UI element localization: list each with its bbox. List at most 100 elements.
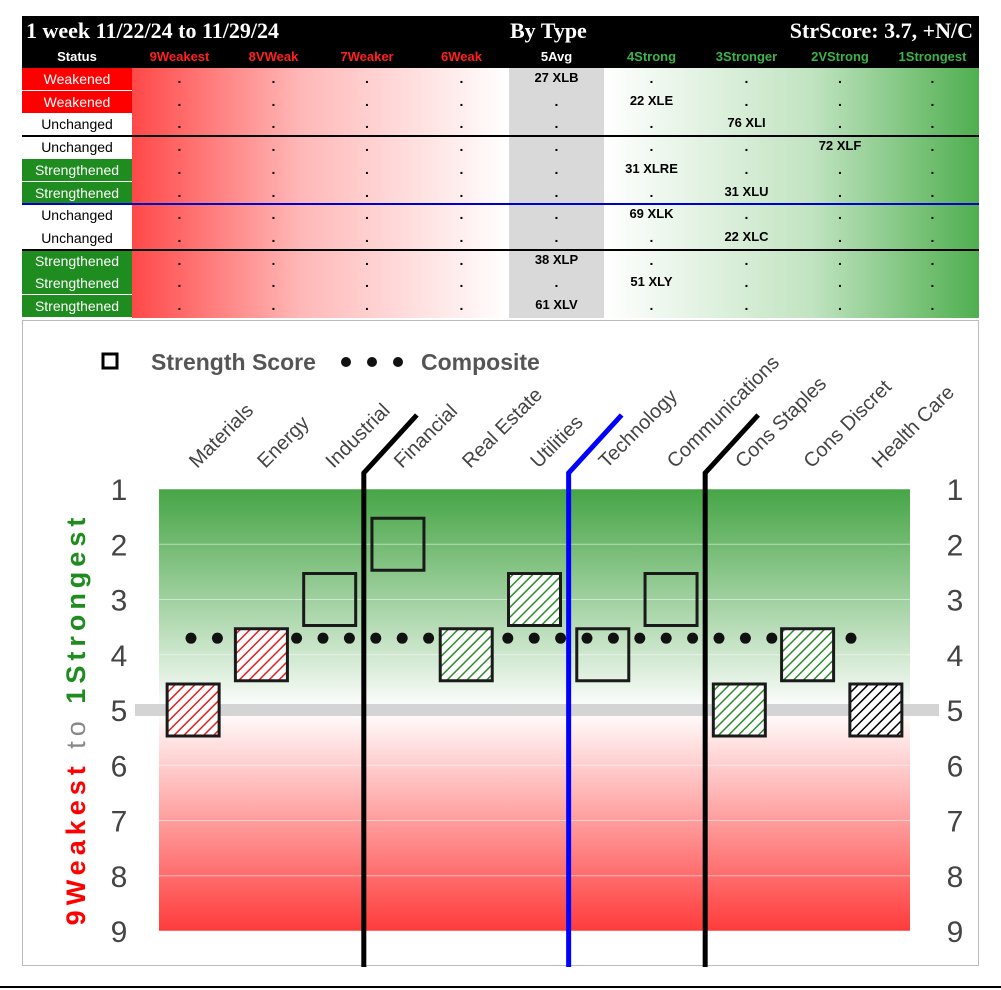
table-row-dot: . [459,92,464,109]
period-label: 1 week 11/22/24 to 11/29/24 [26,18,279,43]
table-row-dot: . [177,138,182,155]
strength-square [302,572,358,627]
table-row-dot: . [365,274,369,291]
table-header-col: 8VWeak [248,49,299,64]
table-row-dot: . [930,228,935,245]
table-group-separator [22,248,979,251]
table-header-col: 1Strongest [898,49,967,64]
table-row-ticker: 38 XLP [534,251,579,267]
table-strong-gradient [604,46,979,318]
bottom-rule [0,986,1001,988]
strength-square [233,627,289,683]
table-row-dot: . [554,92,559,109]
table-row-dot: . [365,206,369,223]
table-row-dot: . [365,70,369,86]
table-row-dot: . [554,138,559,155]
strength-square [507,572,562,627]
strength-square [165,682,221,738]
divider-line [566,413,624,967]
table-row-status: Unchanged [22,204,132,227]
composite-dot [343,632,355,644]
table-row-dot: . [459,183,464,200]
table-row-dot: . [930,251,935,268]
y-tick-right: 8 [947,861,964,894]
table-row-dot: . [744,138,749,155]
y-label-strong: 1Strongest [61,513,91,704]
table-row-dot: . [271,251,276,268]
composite-dot [766,632,778,644]
table-row-dot: . [838,206,842,223]
table-row-dot: . [365,297,369,313]
table-row-dot: . [365,92,369,109]
table-header-col: 9Weakest [149,49,210,64]
table-row-dot: . [930,115,935,132]
table-row-dot: . [177,228,182,245]
table-row-status: Weakened [22,68,132,90]
table-row-ticker: 76 XLI [727,115,766,131]
table-group-separator [22,135,979,138]
table-row-dot: . [271,228,276,245]
table-row-status: Strengthened [22,295,132,317]
table-header-col: 4Strong [626,49,677,64]
table-row-dot: . [930,206,935,223]
table-row-dot: . [649,251,654,268]
legend-square-label: Strength Score [151,349,316,375]
legend-dot [341,357,351,367]
composite-dot [291,632,303,644]
strength-square [711,682,767,738]
table-avg-band [509,46,604,318]
table-row-dot: . [838,160,842,177]
composite-dot [713,632,725,644]
table-row-dot: . [649,138,654,155]
table-row-dot: . [271,70,276,86]
table-row-dot: . [459,274,464,291]
y-tick-right: 4 [947,640,964,673]
table-row-dot: . [365,251,369,268]
table-row-dot: . [365,183,369,200]
category-label: Energy [253,412,313,472]
table-row-dot: . [459,228,464,245]
y-tick-left: 3 [111,585,128,618]
composite-dot [581,632,593,644]
table-row-dot: . [177,92,182,109]
composite-dot [185,632,197,644]
y-tick-right: 1 [947,474,964,507]
table-row-dot: . [744,70,749,86]
table-row-status: Strengthened [22,249,132,272]
table-row-ticker: 69 XLK [629,206,674,222]
table-row-dot: . [177,274,182,291]
table-row-dot: . [459,297,464,313]
composite-dot [370,632,382,644]
table-row-dot: . [459,138,464,155]
table-row-dot: . [554,160,559,177]
table-row-dot: . [930,297,935,313]
table-row-dot: . [838,70,842,86]
table-row-dot: . [177,115,182,132]
table-row-ticker: 51 XLY [630,274,673,290]
y-tick-right: 6 [947,750,964,783]
table-row-dot: . [930,183,935,200]
table-row-dot: . [365,228,369,245]
table-row-dot: . [271,92,276,109]
y-label-to: to [61,704,91,762]
table-row-ticker: 31 XLU [724,183,769,199]
composite-dot [739,632,751,644]
composite-dot [660,632,672,644]
y-tick-right: 3 [947,585,964,618]
table-row-dot: . [554,206,559,223]
average-line [135,704,939,716]
table-row-ticker: 22 XLE [629,92,674,108]
composite-dot [555,632,567,644]
y-tick-left: 8 [111,861,128,894]
composite-dot [317,632,329,644]
table-row-ticker: 31 XLRE [625,160,678,176]
y-label-weak: 9Weakest [61,761,91,925]
table-row-dot: . [744,274,749,291]
table-row-dot: . [459,206,464,223]
y-tick-left: 6 [111,750,128,783]
table-row-dot: . [744,160,749,177]
table-row-dot: . [930,138,935,155]
y-tick-right: 5 [947,695,964,728]
table-row-dot: . [271,297,276,313]
score-label: StrScore: 3.7, +N/C [789,18,973,43]
